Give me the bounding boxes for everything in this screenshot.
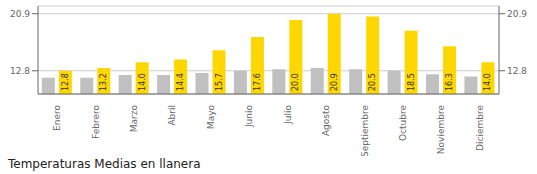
svg-text:Julio: Julio	[283, 105, 293, 125]
svg-text:17.6: 17.6	[253, 73, 262, 91]
svg-text:20.9: 20.9	[330, 73, 339, 91]
svg-text:20.0: 20.0	[291, 73, 300, 91]
svg-text:16.3: 16.3	[445, 73, 454, 91]
svg-text:Enero: Enero	[52, 105, 62, 131]
svg-text:Agosto: Agosto	[321, 105, 331, 137]
svg-text:14.0: 14.0	[483, 73, 492, 91]
svg-text:18.5: 18.5	[407, 73, 416, 91]
svg-text:12.8: 12.8	[10, 66, 30, 76]
svg-text:20.9: 20.9	[507, 9, 527, 19]
svg-text:14.4: 14.4	[176, 73, 185, 91]
html-text:Temperaturas Medias en llanera: Temperaturas Medias en llanera	[8, 157, 201, 171]
svg-text:Septiembre: Septiembre	[360, 105, 370, 156]
svg-text:12.8: 12.8	[61, 73, 70, 91]
svg-text:Junio: Junio	[244, 105, 254, 129]
svg-text:20.9: 20.9	[10, 9, 30, 19]
svg-text:20.5: 20.5	[368, 73, 377, 91]
svg-text:13.2: 13.2	[99, 73, 108, 91]
svg-text:Marzo: Marzo	[129, 105, 139, 133]
svg-text:12.8: 12.8	[507, 66, 527, 76]
svg-text:Octubre: Octubre	[398, 105, 408, 141]
svg-text:14.0: 14.0	[138, 73, 147, 91]
svg-text:Mayo: Mayo	[206, 105, 216, 130]
svg-text:15.7: 15.7	[215, 73, 224, 91]
svg-text:Febrero: Febrero	[91, 105, 101, 139]
svg-text:Abril: Abril	[167, 105, 177, 126]
svg-text:Noviembre: Noviembre	[436, 105, 446, 155]
svg-text:Diciembre: Diciembre	[475, 105, 485, 151]
